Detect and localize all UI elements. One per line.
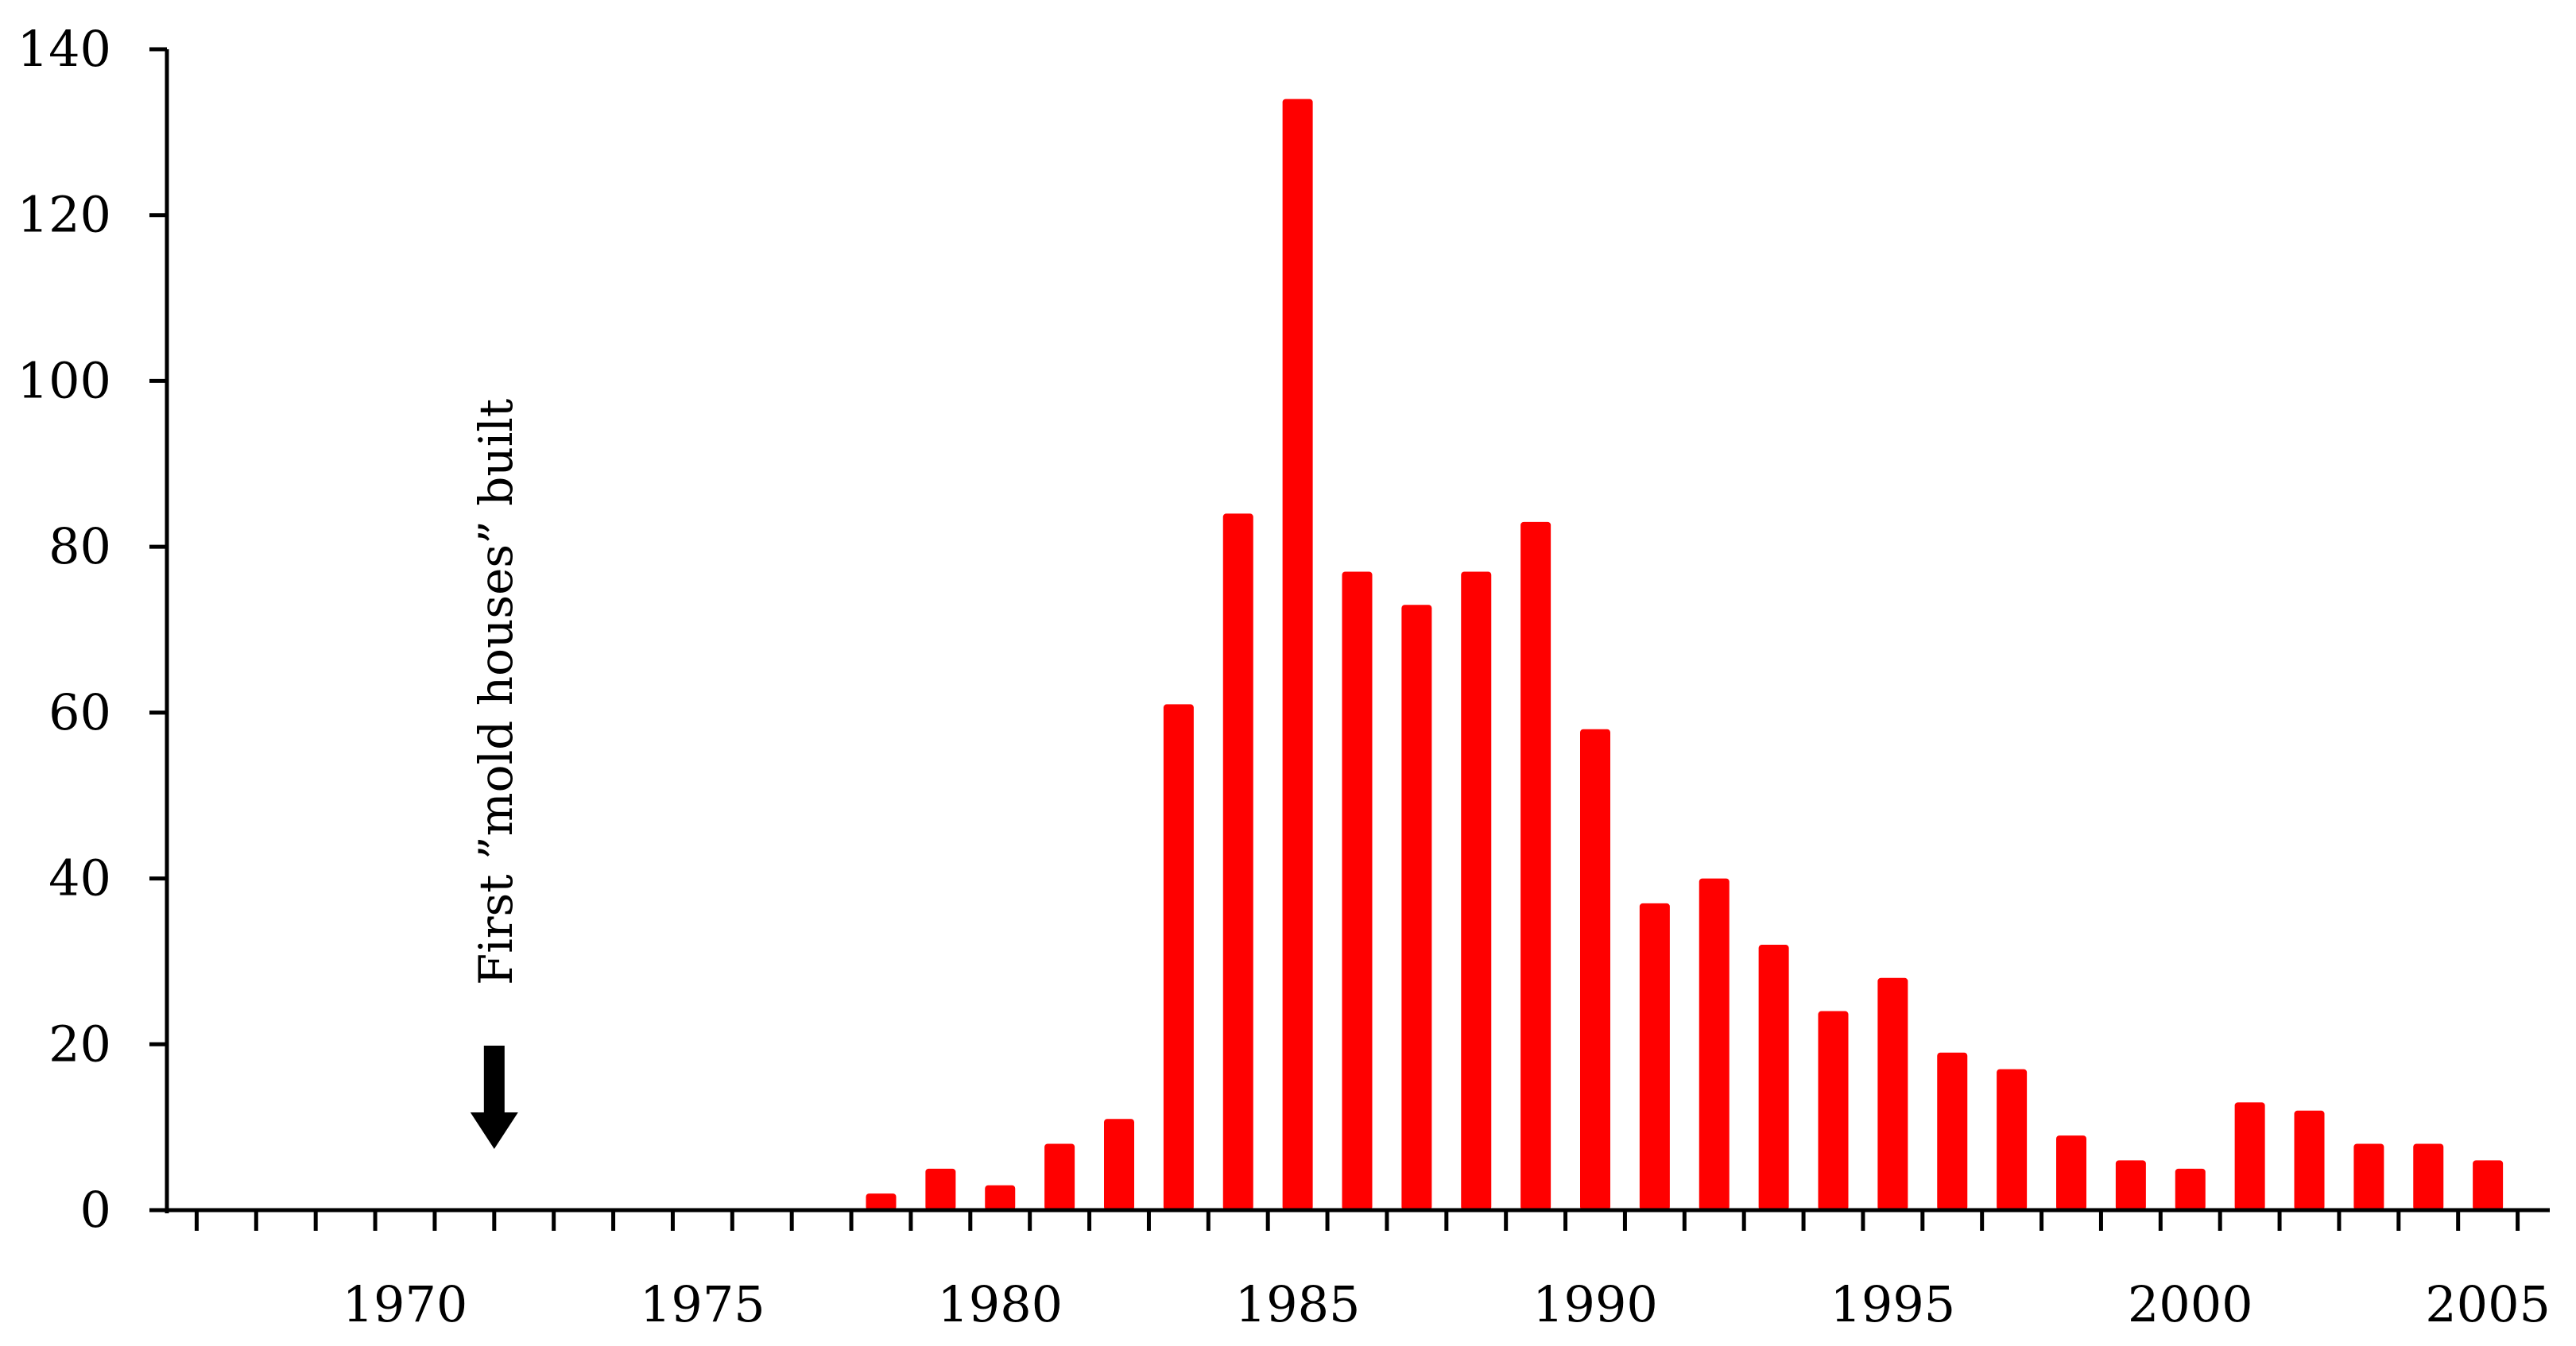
bars-group <box>866 99 2504 1211</box>
bar-1994 <box>1818 1011 1849 1210</box>
bar-1978 <box>866 1193 897 1210</box>
x-tick-label-2005: 2005 <box>2425 1275 2551 1333</box>
bar-1981 <box>1044 1143 1075 1210</box>
bar-1987 <box>1401 605 1432 1210</box>
bar-1979 <box>925 1168 956 1210</box>
bar-1998 <box>2056 1135 2086 1210</box>
bar-1980 <box>985 1185 1016 1210</box>
bar-1982 <box>1104 1119 1134 1210</box>
bar-2000 <box>2175 1168 2206 1210</box>
bar-1996 <box>1937 1052 1968 1210</box>
annotation-group: First ”mold houses” built <box>469 399 523 1149</box>
bar-1990 <box>1580 729 1610 1210</box>
y-tick-label-140: 140 <box>17 20 111 78</box>
bar-2004 <box>2413 1143 2444 1210</box>
x-tick-label-1970: 1970 <box>343 1275 468 1333</box>
x-tick-label-2000: 2000 <box>2128 1275 2253 1333</box>
bar-1999 <box>2115 1160 2146 1210</box>
annotation-text: First ”mold houses” built <box>469 399 523 985</box>
bar-2001 <box>2234 1102 2265 1210</box>
bar-2003 <box>2353 1143 2384 1210</box>
bar-1997 <box>1997 1069 2028 1210</box>
down-arrow-icon <box>470 1046 518 1149</box>
bar-1984 <box>1222 513 1253 1210</box>
y-tick-label-100: 100 <box>17 351 111 409</box>
bar-1991 <box>1639 903 1670 1210</box>
y-tick-label-20: 20 <box>48 1015 111 1073</box>
bar-1988 <box>1461 571 1492 1210</box>
bar-2002 <box>2294 1110 2325 1210</box>
bar-1993 <box>1758 945 1789 1210</box>
bar-1983 <box>1163 704 1194 1210</box>
bar-1989 <box>1520 521 1551 1210</box>
bar-1995 <box>1877 977 1908 1210</box>
bar-1992 <box>1699 878 1730 1210</box>
bar-2005 <box>2473 1160 2504 1210</box>
y-tick-label-60: 60 <box>48 683 111 741</box>
x-tick-label-1980: 1980 <box>937 1275 1063 1333</box>
bar-1985 <box>1282 99 1313 1211</box>
x-tick-label-1995: 1995 <box>1830 1275 1955 1333</box>
y-tick-label-0: 0 <box>80 1181 111 1239</box>
y-tick-label-80: 80 <box>48 517 111 575</box>
x-tick-label-1985: 1985 <box>1235 1275 1361 1333</box>
axes-group: 0 20 40 60 80 100 120 140 1970 1975 1980 1985 1990 19… <box>17 20 2551 1333</box>
bar-1986 <box>1342 571 1373 1210</box>
y-tick-label-40: 40 <box>48 849 111 907</box>
y-tick-label-120: 120 <box>17 186 111 244</box>
x-tick-label-1975: 1975 <box>640 1275 765 1333</box>
x-tick-label-1990: 1990 <box>1532 1275 1658 1333</box>
